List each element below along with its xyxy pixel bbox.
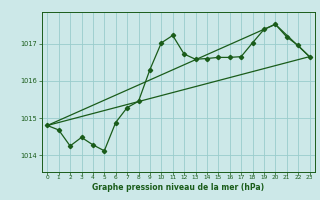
- X-axis label: Graphe pression niveau de la mer (hPa): Graphe pression niveau de la mer (hPa): [92, 183, 264, 192]
